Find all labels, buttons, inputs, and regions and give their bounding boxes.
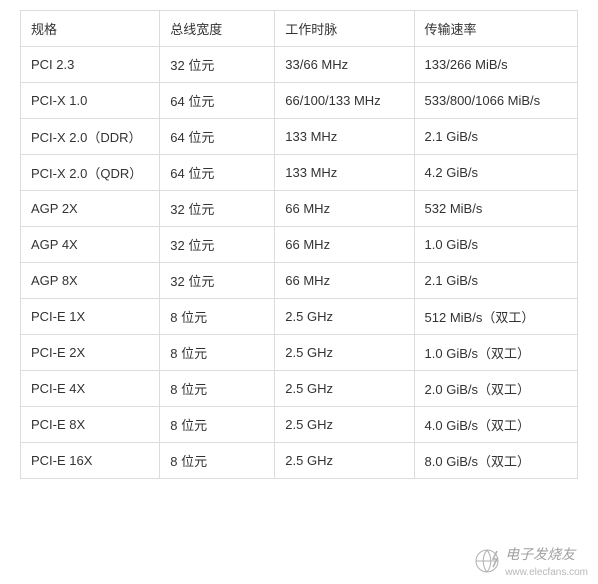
table-row: PCI-E 2X 8 位元 2.5 GHz 1.0 GiB/s（双工） [21, 335, 578, 371]
cell-transfer-rate: 4.2 GiB/s [414, 155, 577, 191]
cell-bus-width: 64 位元 [160, 83, 275, 119]
table-row: PCI-X 2.0（DDR） 64 位元 133 MHz 2.1 GiB/s [21, 119, 578, 155]
cell-transfer-rate: 532 MiB/s [414, 191, 577, 227]
cell-clock: 33/66 MHz [275, 47, 414, 83]
table-body: PCI 2.3 32 位元 33/66 MHz 133/266 MiB/s PC… [21, 47, 578, 479]
cell-transfer-rate: 533/800/1066 MiB/s [414, 83, 577, 119]
cell-spec: PCI 2.3 [21, 47, 160, 83]
table-row: PCI-E 16X 8 位元 2.5 GHz 8.0 GiB/s（双工） [21, 443, 578, 479]
table-row: PCI-E 8X 8 位元 2.5 GHz 4.0 GiB/s（双工） [21, 407, 578, 443]
cell-spec: PCI-X 2.0（DDR） [21, 119, 160, 155]
cell-spec: PCI-E 16X [21, 443, 160, 479]
column-header-spec: 规格 [21, 11, 160, 47]
cell-bus-width: 8 位元 [160, 299, 275, 335]
watermark-url: www.elecfans.com [505, 567, 588, 578]
table-row: PCI-X 2.0（QDR） 64 位元 133 MHz 4.2 GiB/s [21, 155, 578, 191]
page-root: 规格 总线宽度 工作时脉 传输速率 PCI 2.3 32 位元 33/66 MH… [0, 0, 598, 584]
cell-bus-width: 8 位元 [160, 371, 275, 407]
cell-transfer-rate: 2.1 GiB/s [414, 119, 577, 155]
cell-bus-width: 64 位元 [160, 155, 275, 191]
table-row: AGP 8X 32 位元 66 MHz 2.1 GiB/s [21, 263, 578, 299]
elecfans-logo-icon [473, 547, 501, 575]
table-header-row: 规格 总线宽度 工作时脉 传输速率 [21, 11, 578, 47]
cell-spec: PCI-E 4X [21, 371, 160, 407]
cell-transfer-rate: 133/266 MiB/s [414, 47, 577, 83]
cell-clock: 133 MHz [275, 119, 414, 155]
cell-spec: PCI-E 2X [21, 335, 160, 371]
column-header-transfer-rate: 传输速率 [414, 11, 577, 47]
spec-table: 规格 总线宽度 工作时脉 传输速率 PCI 2.3 32 位元 33/66 MH… [20, 10, 578, 479]
cell-clock: 133 MHz [275, 155, 414, 191]
cell-spec: PCI-X 1.0 [21, 83, 160, 119]
watermark: 电子发烧友 www.elecfans.com [473, 544, 588, 578]
cell-spec: AGP 8X [21, 263, 160, 299]
cell-transfer-rate: 4.0 GiB/s（双工） [414, 407, 577, 443]
cell-clock: 2.5 GHz [275, 407, 414, 443]
cell-bus-width: 8 位元 [160, 407, 275, 443]
cell-transfer-rate: 1.0 GiB/s（双工） [414, 335, 577, 371]
cell-clock: 66 MHz [275, 227, 414, 263]
table-container: 规格 总线宽度 工作时脉 传输速率 PCI 2.3 32 位元 33/66 MH… [0, 0, 598, 489]
column-header-bus-width: 总线宽度 [160, 11, 275, 47]
cell-spec: AGP 4X [21, 227, 160, 263]
table-row: PCI 2.3 32 位元 33/66 MHz 133/266 MiB/s [21, 47, 578, 83]
cell-transfer-rate: 1.0 GiB/s [414, 227, 577, 263]
cell-bus-width: 32 位元 [160, 191, 275, 227]
watermark-site-name: 电子发烧友 [505, 546, 575, 562]
table-row: AGP 4X 32 位元 66 MHz 1.0 GiB/s [21, 227, 578, 263]
cell-spec: PCI-E 8X [21, 407, 160, 443]
cell-spec: PCI-X 2.0（QDR） [21, 155, 160, 191]
cell-bus-width: 32 位元 [160, 47, 275, 83]
cell-clock: 2.5 GHz [275, 371, 414, 407]
cell-bus-width: 8 位元 [160, 443, 275, 479]
column-header-clock: 工作时脉 [275, 11, 414, 47]
cell-clock: 66 MHz [275, 191, 414, 227]
table-row: AGP 2X 32 位元 66 MHz 532 MiB/s [21, 191, 578, 227]
cell-bus-width: 8 位元 [160, 335, 275, 371]
cell-bus-width: 32 位元 [160, 227, 275, 263]
cell-bus-width: 32 位元 [160, 263, 275, 299]
cell-clock: 66/100/133 MHz [275, 83, 414, 119]
cell-transfer-rate: 8.0 GiB/s（双工） [414, 443, 577, 479]
cell-clock: 2.5 GHz [275, 299, 414, 335]
cell-bus-width: 64 位元 [160, 119, 275, 155]
cell-spec: PCI-E 1X [21, 299, 160, 335]
cell-transfer-rate: 2.1 GiB/s [414, 263, 577, 299]
table-row: PCI-E 1X 8 位元 2.5 GHz 512 MiB/s（双工） [21, 299, 578, 335]
table-row: PCI-E 4X 8 位元 2.5 GHz 2.0 GiB/s（双工） [21, 371, 578, 407]
table-row: PCI-X 1.0 64 位元 66/100/133 MHz 533/800/1… [21, 83, 578, 119]
cell-transfer-rate: 512 MiB/s（双工） [414, 299, 577, 335]
cell-clock: 2.5 GHz [275, 335, 414, 371]
cell-clock: 66 MHz [275, 263, 414, 299]
cell-transfer-rate: 2.0 GiB/s（双工） [414, 371, 577, 407]
cell-spec: AGP 2X [21, 191, 160, 227]
cell-clock: 2.5 GHz [275, 443, 414, 479]
